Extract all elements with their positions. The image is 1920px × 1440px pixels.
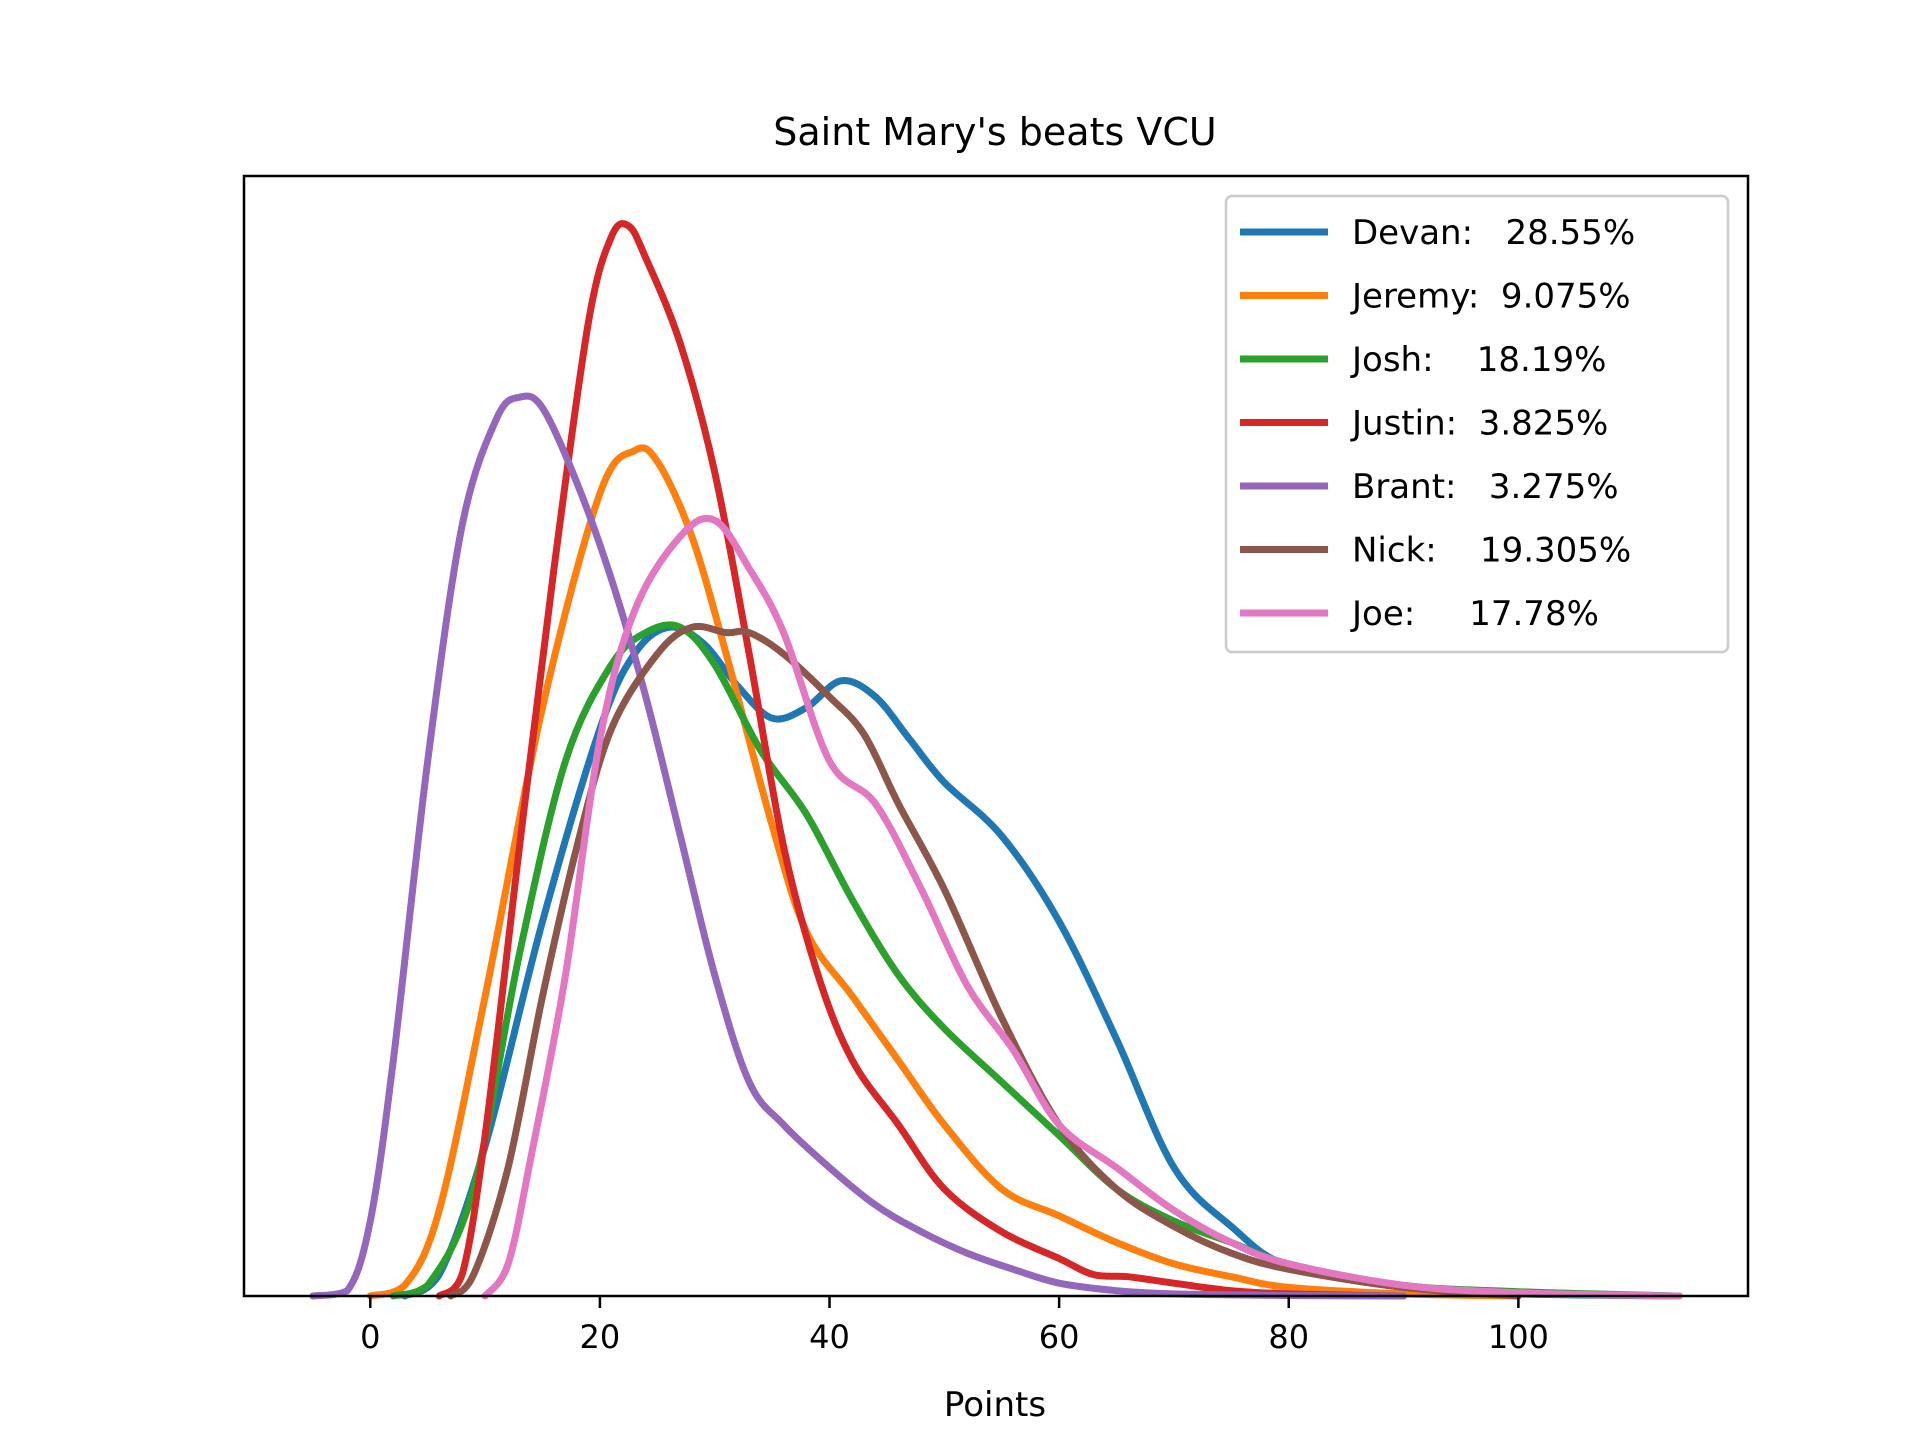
x-tick-label: 60 [1039,1318,1080,1356]
x-tick-label: 0 [360,1318,380,1356]
x-axis-label: Points [944,1385,1046,1425]
plot-frame [242,174,1750,1298]
series-line-joe [481,514,1683,1300]
series-line-brant [309,392,1408,1300]
legend-label: Josh: 18.19% [1350,340,1606,380]
legend-label: Justin: 3.825% [1350,404,1608,444]
legend-label: Joe: 17.78% [1350,594,1599,634]
x-tick-label: 20 [580,1318,621,1356]
chart-title: Saint Mary's beats VCU [773,110,1216,154]
x-tick-label: 80 [1268,1318,1309,1356]
series-line-nick [447,622,1522,1300]
series-layer [309,220,1683,1300]
x-tick-label: 100 [1488,1318,1549,1356]
series-line-justin [435,220,1408,1300]
legend-label: Brant: 3.275% [1352,467,1619,507]
x-axis-ticks: 0 20 40 60 80 100 [360,1296,1549,1356]
legend-label: Nick: 19.305% [1352,531,1631,571]
legend: Devan: 28.55% Jeremy: 9.075% Josh: 18.19% J… [1224,194,1730,654]
x-tick-label: 40 [809,1318,850,1356]
legend-label: Devan: 28.55% [1352,213,1635,253]
legend-label: Jeremy: 9.075% [1350,277,1631,317]
series-line-jeremy [366,444,1522,1300]
legend-box [1224,194,1730,654]
series-line-devan [401,623,1683,1300]
